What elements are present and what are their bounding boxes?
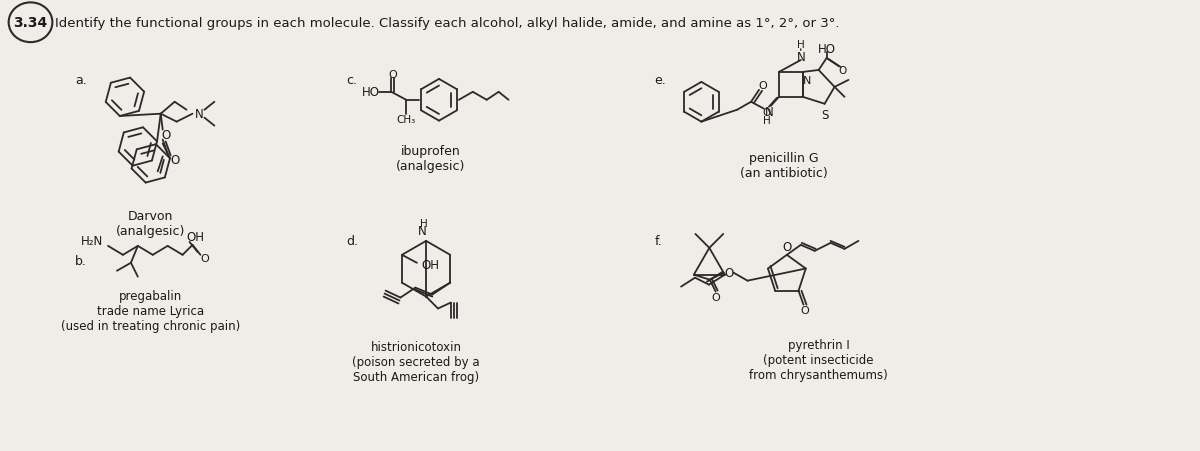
- Text: Identify the functional groups in each molecule. Classify each alcohol, alkyl ha: Identify the functional groups in each m…: [55, 17, 840, 30]
- Text: O: O: [782, 240, 792, 253]
- Text: ibuprofen
(analgesic): ibuprofen (analgesic): [396, 144, 466, 172]
- Text: N: N: [418, 225, 426, 237]
- Text: HO: HO: [361, 86, 379, 99]
- Text: S: S: [821, 109, 828, 121]
- Text: a.: a.: [76, 74, 86, 87]
- Text: f.: f.: [655, 235, 662, 248]
- Text: O: O: [170, 153, 179, 166]
- Text: O: O: [200, 253, 209, 263]
- Text: pyrethrin I
(potent insecticide
from chrysanthemums): pyrethrin I (potent insecticide from chr…: [749, 339, 888, 382]
- Text: CH₃: CH₃: [396, 115, 416, 124]
- Text: H₂N: H₂N: [80, 235, 103, 248]
- Text: O: O: [800, 305, 809, 315]
- Text: Darvon
(analgesic): Darvon (analgesic): [116, 210, 186, 238]
- Text: H: H: [420, 218, 428, 229]
- Text: O: O: [161, 129, 170, 142]
- Text: pregabalin
trade name Lyrica
(used in treating chronic pain): pregabalin trade name Lyrica (used in tr…: [61, 289, 240, 332]
- Text: N: N: [196, 108, 204, 121]
- Text: O: O: [388, 70, 397, 80]
- Text: N: N: [797, 51, 805, 64]
- Text: O: O: [763, 107, 772, 117]
- Text: d.: d.: [347, 235, 359, 248]
- Text: 3.34: 3.34: [13, 16, 48, 30]
- Text: histrionicotoxin
(poison secreted by a
South American frog): histrionicotoxin (poison secreted by a S…: [353, 341, 480, 383]
- Text: O: O: [724, 267, 733, 280]
- Text: b.: b.: [76, 255, 88, 268]
- Text: O: O: [839, 66, 847, 76]
- Text: penicillin G
(an antibiotic): penicillin G (an antibiotic): [740, 152, 828, 180]
- Text: H: H: [763, 115, 770, 125]
- Text: O: O: [712, 292, 720, 302]
- Text: HO: HO: [817, 42, 835, 55]
- Text: H: H: [797, 40, 805, 50]
- Text: e.: e.: [655, 74, 666, 87]
- Text: O: O: [758, 81, 767, 91]
- Text: OH: OH: [422, 259, 440, 272]
- Text: N: N: [803, 76, 811, 86]
- Text: c.: c.: [347, 74, 358, 87]
- Text: N: N: [764, 106, 773, 119]
- Text: OH: OH: [186, 231, 204, 244]
